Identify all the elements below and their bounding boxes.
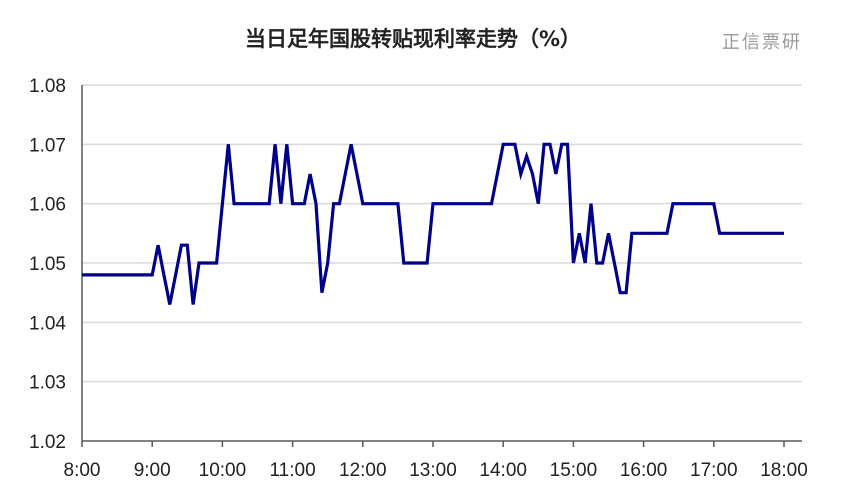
y-tick-label: 1.08 — [29, 76, 66, 97]
x-tick-label: 10:00 — [199, 460, 247, 481]
gridlines — [82, 84, 802, 383]
x-tick-label: 8:00 — [64, 460, 101, 481]
watermark-logo: 正信票研 — [722, 32, 802, 53]
x-axis: 8:00 9:00 10:00 11:00 12:00 13:00 14:00 15:00 16… — [64, 85, 808, 481]
x-tick-label: 18:00 — [760, 460, 808, 481]
y-tick-label: 1.05 — [29, 254, 66, 275]
x-tick-label: 17:00 — [690, 460, 738, 481]
y-tick-label: 1.07 — [29, 135, 66, 156]
y-tick-label: 1.06 — [29, 195, 66, 216]
y-tick-label: 1.02 — [29, 432, 66, 453]
x-tick-label: 12:00 — [339, 460, 387, 481]
chart-title: 当日足年国股转贴现利率走势（%） — [245, 27, 581, 51]
series-line — [82, 142, 784, 305]
x-tick-label: 14:00 — [479, 460, 527, 481]
x-tick-label: 16:00 — [620, 460, 668, 481]
y-tick-label: 1.04 — [29, 313, 66, 334]
x-tick-label: 15:00 — [550, 460, 598, 481]
x-tick-label: 9:00 — [134, 460, 171, 481]
series-layer — [82, 142, 784, 305]
x-tick-label: 13:00 — [409, 460, 457, 481]
y-tick-label: 1.03 — [29, 373, 66, 394]
y-axis-ticks: 1.02 1.03 1.04 1.05 1.06 1.07 1.08 — [29, 76, 66, 453]
x-tick-label: 11:00 — [270, 460, 316, 481]
